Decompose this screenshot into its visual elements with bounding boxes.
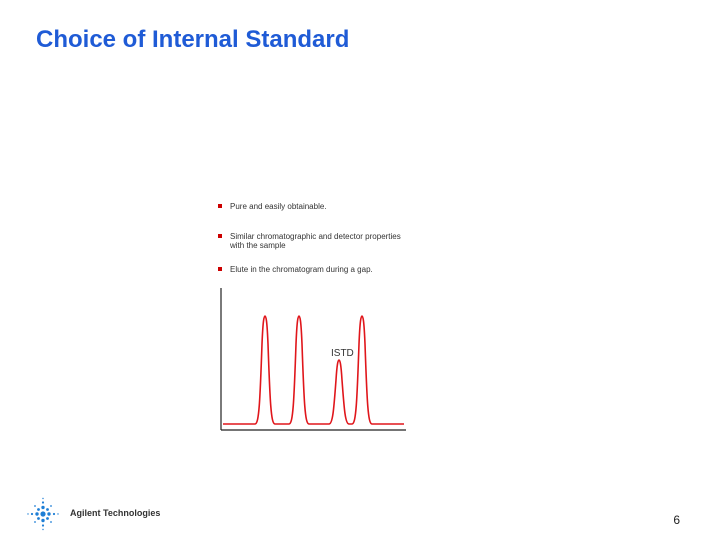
istd-peak-label: ISTD <box>331 348 354 359</box>
criteria-text: Similar chromatographic and detector pro… <box>230 232 401 250</box>
criteria-text: Elute in the chromatogram during a gap. <box>230 265 373 274</box>
bullet-icon <box>218 234 222 238</box>
chromatogram-trace <box>223 315 404 425</box>
criteria-text: Pure and easily obtainable. <box>230 202 327 211</box>
page-number: 6 <box>673 513 680 527</box>
bullet-icon <box>218 204 222 208</box>
chromatogram: ISTD <box>220 288 406 431</box>
bullet-icon <box>218 267 222 271</box>
internal-standard-figure: Pure and easily obtainable. Similar chro… <box>214 196 414 436</box>
slide-title: Choice of Internal Standard <box>36 26 350 53</box>
logo-text: Agilent Technologies <box>70 508 161 518</box>
agilent-spark-icon <box>27 497 59 531</box>
company-logo: Agilent Technologies <box>26 496 166 532</box>
